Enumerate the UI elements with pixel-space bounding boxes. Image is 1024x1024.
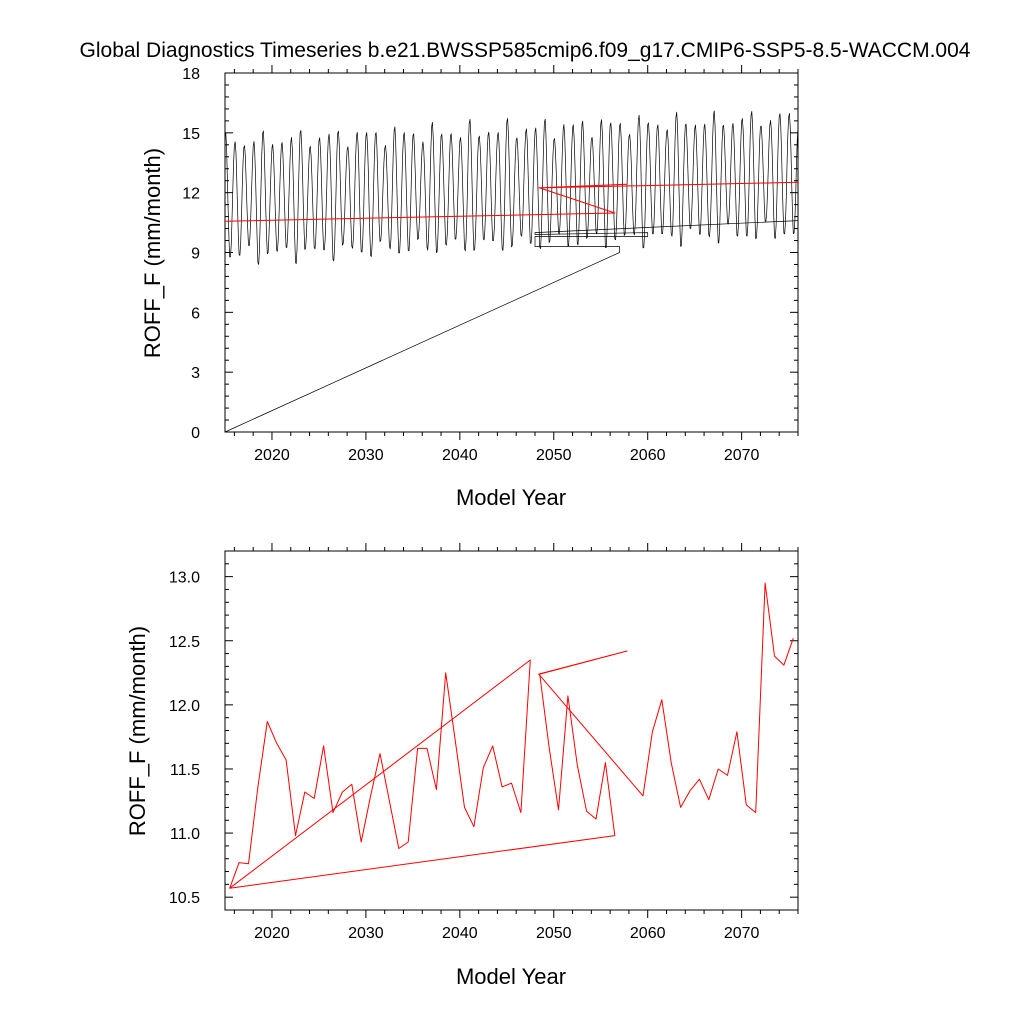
x-tick-label: 2070 bbox=[724, 925, 760, 942]
top-tick-labels: 2020 2030 2040 2050 2060 2070 0 3 6 9 12 15 18 bbox=[182, 66, 759, 464]
monthly-series-connector bbox=[224, 220, 799, 433]
y-tick-label: 3 bbox=[191, 365, 200, 382]
top-plot-frame bbox=[224, 72, 799, 433]
bottom-panel: 2020 2030 2040 2050 2060 2070 10.5 11.0 11.5 12.0… bbox=[125, 543, 799, 989]
y-tick-label: 10.5 bbox=[169, 890, 200, 907]
x-tick-label: 2060 bbox=[630, 925, 666, 942]
top-panel: 2020 2030 2040 2050 2060 2070 0 3 6 9 12 15 18 Model… bbox=[140, 65, 799, 510]
y-tick-label: 9 bbox=[191, 246, 200, 263]
y-tick-label: 6 bbox=[191, 305, 200, 322]
x-tick-label: 2020 bbox=[254, 447, 290, 464]
y-tick-label: 0 bbox=[191, 425, 200, 442]
x-tick-label: 2030 bbox=[348, 447, 384, 464]
bottom-ticks bbox=[225, 543, 799, 918]
monthly-series-line bbox=[224, 110, 799, 265]
top-y-axis-label: ROFF_F (mm/month) bbox=[140, 148, 165, 358]
y-tick-label: 11.5 bbox=[170, 762, 200, 779]
annual-mean-series-line bbox=[224, 181, 799, 222]
figure-title: Global Diagnostics Timeseries b.e21.BWSS… bbox=[80, 39, 971, 62]
x-tick-label: 2040 bbox=[442, 447, 478, 464]
bottom-series bbox=[229, 582, 794, 889]
y-tick-label: 12 bbox=[182, 186, 200, 203]
y-tick-label: 18 bbox=[182, 66, 200, 83]
bottom-tick-labels: 2020 2030 2040 2050 2060 2070 10.5 11.0 11.5 12.0… bbox=[169, 570, 760, 942]
x-tick-label: 2050 bbox=[536, 925, 572, 942]
bottom-x-axis-label: Model Year bbox=[456, 964, 566, 989]
x-tick-label: 2060 bbox=[630, 447, 666, 464]
x-tick-label: 2070 bbox=[724, 447, 760, 464]
x-tick-label: 2030 bbox=[348, 925, 384, 942]
top-ticks bbox=[225, 65, 799, 440]
y-tick-label: 11.0 bbox=[170, 826, 200, 843]
x-tick-label: 2020 bbox=[254, 925, 290, 942]
bottom-y-axis-label: ROFF_F (mm/month) bbox=[125, 626, 150, 836]
top-x-axis-label: Model Year bbox=[456, 485, 566, 510]
bottom-plot-frame bbox=[224, 550, 799, 911]
top-series bbox=[224, 110, 799, 433]
y-tick-label: 13.0 bbox=[169, 570, 200, 587]
y-tick-label: 12.0 bbox=[169, 698, 200, 715]
x-tick-label: 2050 bbox=[536, 447, 572, 464]
y-tick-label: 12.5 bbox=[169, 634, 200, 651]
annual-mean-series-line bbox=[229, 582, 794, 889]
y-tick-label: 15 bbox=[182, 126, 200, 143]
x-tick-label: 2040 bbox=[442, 925, 478, 942]
